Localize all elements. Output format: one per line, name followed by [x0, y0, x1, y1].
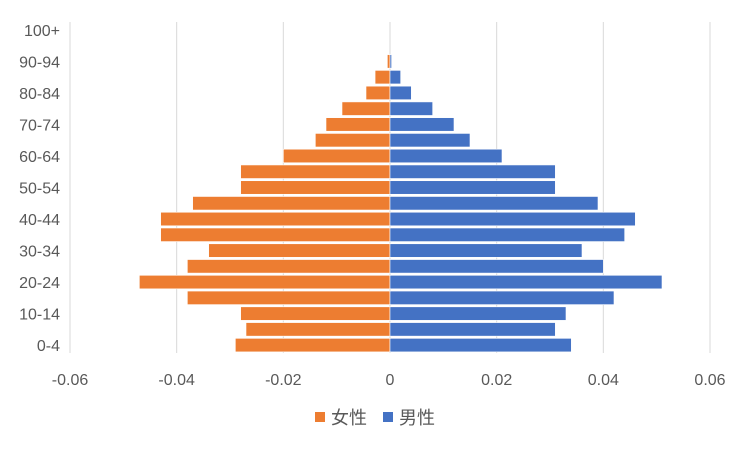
bar-female [235, 338, 391, 353]
bar-male [389, 101, 433, 116]
bar-male [389, 306, 567, 321]
bar-female [245, 322, 391, 337]
legend-item-male: 男性 [383, 404, 435, 430]
bar-female [240, 306, 391, 321]
bar-male [389, 196, 599, 211]
y-tick-label: 20-24 [19, 275, 60, 292]
bar-male [389, 259, 604, 274]
bar-male [389, 338, 572, 353]
bar-female [325, 117, 391, 132]
bar-male [389, 164, 556, 179]
y-tick-label: 40-44 [19, 212, 60, 229]
bar-female [160, 227, 391, 242]
bar-male [389, 274, 663, 290]
x-tick-labels: -0.06 -0.04 -0.02 0 0.02 0.04 0.06 [52, 372, 726, 389]
legend-swatch-male [383, 412, 393, 422]
bar-female [160, 211, 391, 227]
y-tick-label: 0-4 [37, 338, 60, 355]
bar-female [192, 196, 391, 211]
y-tick-label: 50-54 [19, 181, 60, 198]
bar-female [208, 243, 391, 258]
y-tick-label: 60-64 [19, 149, 60, 166]
legend-item-female: 女性 [315, 404, 367, 430]
bar-male [389, 54, 392, 69]
y-tick-label: 100+ [24, 23, 60, 40]
legend-label-male: 男性 [399, 408, 435, 429]
bar-female [139, 274, 391, 290]
x-tick-label: -0.06 [52, 372, 89, 389]
bar-female [365, 85, 391, 101]
x-tick-label: 0.06 [694, 372, 725, 389]
bar-male [389, 211, 636, 227]
x-tick-label: -0.02 [265, 372, 302, 389]
x-tick-label: 0.02 [481, 372, 512, 389]
bar-male [389, 133, 471, 148]
bar-male [389, 117, 455, 132]
bars [139, 54, 663, 353]
bar-female [283, 148, 391, 164]
y-tick-label: 70-74 [19, 117, 60, 134]
y-tick-label: 80-84 [19, 86, 60, 103]
x-tick-label: 0.04 [588, 372, 619, 389]
y-tick-label: 10-14 [19, 307, 60, 324]
legend-label-female: 女性 [331, 408, 367, 429]
bar-male [389, 180, 556, 195]
legend-swatch-female [315, 412, 325, 422]
bar-female [240, 164, 391, 179]
bar-female [240, 180, 391, 195]
y-tick-label: 30-34 [19, 244, 60, 261]
bar-female [374, 70, 391, 85]
bar-female [315, 133, 391, 148]
bar-male [389, 290, 615, 305]
bar-male [389, 227, 625, 242]
bar-female [341, 101, 391, 116]
bar-male [389, 148, 503, 164]
x-tick-label: -0.04 [158, 372, 195, 389]
bar-female [387, 54, 391, 69]
bar-male [389, 322, 556, 337]
x-tick-label: 0 [386, 372, 395, 389]
bar-male [389, 70, 401, 85]
bar-female [187, 259, 391, 274]
bar-female [187, 290, 391, 305]
bar-male [389, 85, 412, 101]
bar-male [389, 243, 583, 258]
y-tick-label: 90-94 [19, 54, 60, 71]
y-tick-labels: 0-4 10-14 20-24 30-34 40-44 50-54 60-64 70-74 80… [19, 23, 60, 355]
legend: 女性 男性 [0, 404, 750, 430]
